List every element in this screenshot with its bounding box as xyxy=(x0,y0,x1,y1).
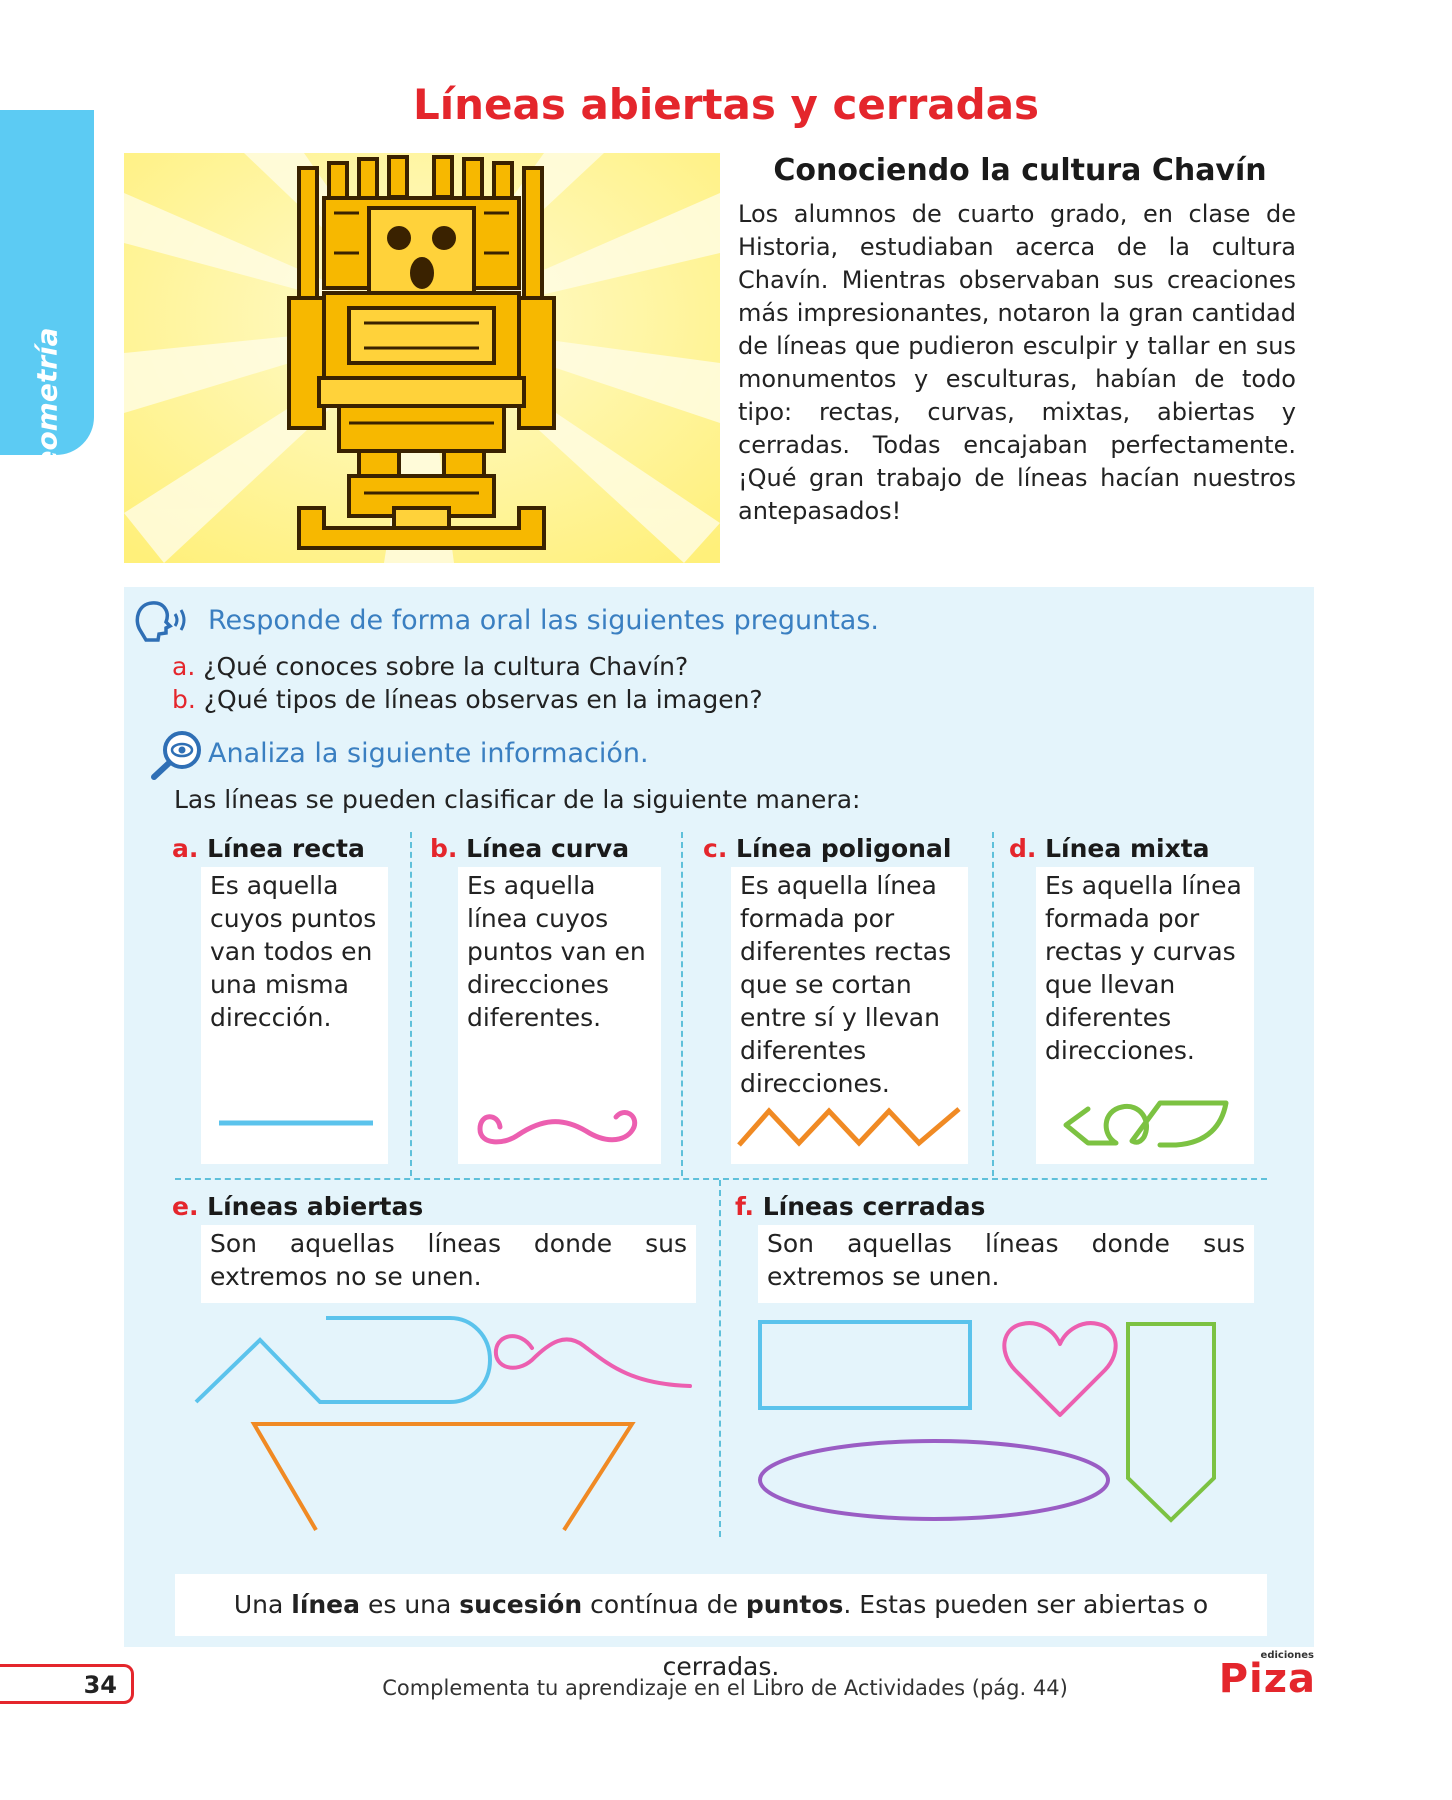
publisher-logo: ediciones Piza xyxy=(1214,1650,1316,1702)
heading-lineas-abiertas: e. Líneas abiertas xyxy=(172,1192,423,1221)
type-description: Es aquella línea cuyos puntos van en dir… xyxy=(467,871,646,1032)
type-description: Es aquella línea formada por diferentes … xyxy=(740,871,952,1098)
card-lineas-cerradas: Son aquellas líneas donde sus extremos s… xyxy=(758,1225,1254,1303)
logo-main-text: Piza xyxy=(1218,1656,1316,1702)
polygonal-line-icon xyxy=(737,1107,961,1147)
side-tab-label: Geometría xyxy=(30,327,64,493)
type-letter: e. xyxy=(172,1192,199,1221)
row-divider xyxy=(175,1178,1267,1180)
type-heading-poligonal: c. Línea poligonal xyxy=(703,834,951,863)
type-description: Es aquella línea formada por rectas y cu… xyxy=(1045,871,1242,1065)
analyze-intro: Las líneas se pueden clasificar de la si… xyxy=(174,785,861,814)
question-letter: b. xyxy=(172,685,196,714)
type-card-recta: Es aquella cuyos puntos van todos en una… xyxy=(201,867,388,1164)
story-title: Conociendo la cultura Chavín xyxy=(773,153,1267,188)
analyze-instruction: Analiza la siguiente información. xyxy=(208,738,649,769)
magnifier-eye-icon xyxy=(150,730,204,780)
straight-line-icon xyxy=(219,1120,373,1126)
column-divider xyxy=(992,832,994,1176)
type-letter: c. xyxy=(703,834,728,863)
type-card-mixta: Es aquella línea formada por rectas y cu… xyxy=(1036,867,1254,1164)
chavin-deity-icon xyxy=(124,153,720,563)
type-description: Son aquellas líneas donde sus extremos s… xyxy=(767,1229,1245,1291)
side-tab: Geometría xyxy=(0,110,94,493)
page-title: Líneas abiertas y cerradas xyxy=(412,80,1040,129)
type-letter: f. xyxy=(735,1192,755,1221)
story-text: Los alumnos de cuarto grado, en clase de… xyxy=(738,200,1296,525)
type-letter: a. xyxy=(172,834,199,863)
summary-text: Una xyxy=(233,1590,292,1619)
question-text: ¿Qué conoces sobre la cultura Chavín? xyxy=(203,652,689,681)
open-lines-illustration xyxy=(194,1316,692,1532)
oral-instruction: Responde de forma oral las siguientes pr… xyxy=(208,605,879,636)
chavin-illustration xyxy=(124,153,720,563)
question-b: b. ¿Qué tipos de líneas observas en la i… xyxy=(172,685,763,714)
column-divider xyxy=(410,832,412,1176)
type-name: Líneas abiertas xyxy=(207,1192,424,1221)
type-description: Son aquellas líneas donde sus extremos n… xyxy=(210,1229,687,1291)
type-letter: b. xyxy=(430,834,458,863)
question-letter: a. xyxy=(172,652,196,681)
card-lineas-abiertas: Son aquellas líneas donde sus extremos n… xyxy=(201,1225,696,1303)
page-number: 34 xyxy=(83,1671,117,1699)
column-divider xyxy=(681,832,683,1176)
type-heading-recta: a. Línea recta xyxy=(172,834,365,863)
closed-lines-illustration xyxy=(758,1320,1216,1523)
logo-small-text: ediciones xyxy=(1260,1650,1314,1661)
summary-text: es una xyxy=(360,1590,460,1619)
type-description: Es aquella cuyos puntos van todos en una… xyxy=(210,871,377,1032)
curved-line-icon xyxy=(477,1110,638,1145)
page-number-box: 34 xyxy=(0,1664,134,1704)
type-heading-curva: b. Línea curva xyxy=(430,834,629,863)
question-text: ¿Qué tipos de líneas observas en la imag… xyxy=(203,685,763,714)
type-card-curva: Es aquella línea cuyos puntos van en dir… xyxy=(458,867,661,1164)
footer-text: Complementa tu aprendizaje en el Libro d… xyxy=(382,1676,1068,1700)
type-name: Línea curva xyxy=(466,834,630,863)
type-letter: d. xyxy=(1009,834,1037,863)
summary-text: contínua de xyxy=(582,1590,746,1619)
summary-bold: puntos xyxy=(745,1590,844,1619)
summary-bold: sucesión xyxy=(459,1590,583,1619)
type-name: Línea poligonal xyxy=(736,834,952,863)
summary-bold: línea xyxy=(291,1590,361,1619)
type-heading-mixta: d. Línea mixta xyxy=(1009,834,1210,863)
question-a: a. ¿Qué conoces sobre la cultura Chavín? xyxy=(172,652,688,681)
heading-lineas-cerradas: f. Líneas cerradas xyxy=(735,1192,985,1221)
type-card-poligonal: Es aquella línea formada por diferentes … xyxy=(731,867,968,1164)
summary-text: . Estas pueden ser abiertas o cerradas. xyxy=(662,1590,1209,1681)
mixed-line-icon xyxy=(1063,1100,1229,1148)
summary-box: Una línea es una sucesión contínua de pu… xyxy=(175,1574,1267,1681)
type-name: Líneas cerradas xyxy=(762,1192,986,1221)
type-name: Línea mixta xyxy=(1045,834,1210,863)
type-name: Línea recta xyxy=(207,834,365,863)
speaking-head-icon xyxy=(134,600,194,642)
column-divider xyxy=(719,1180,721,1537)
